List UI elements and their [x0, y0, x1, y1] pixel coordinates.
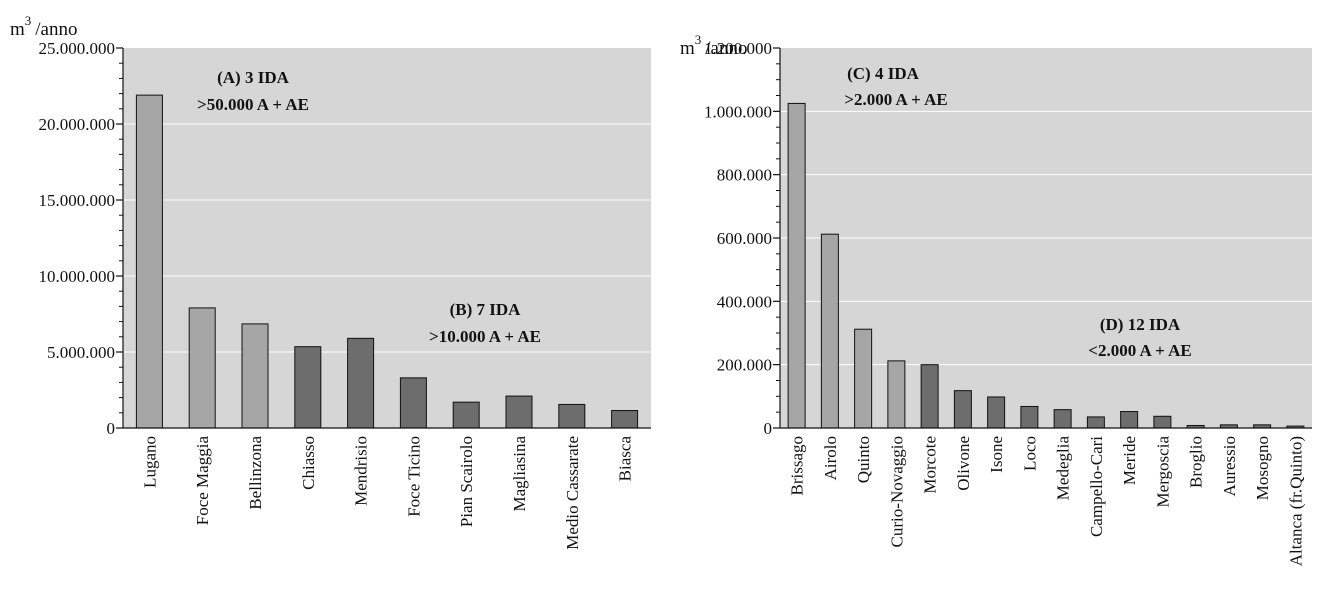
x-tick-label: Mendrisio: [352, 436, 371, 506]
x-tick-label: Campello-Cari: [1087, 436, 1106, 537]
x-tick-label: Curio-Novaggio: [887, 436, 906, 547]
x-tick-label: Meride: [1120, 436, 1139, 485]
x-axis-labels-right: Brissago Airolo Quinto Curio-Novaggio Morcot…: [788, 436, 1306, 567]
bar-mergoscia: [1153, 415, 1172, 429]
annotation-A-line2: >50.000 A + AE: [197, 95, 309, 114]
bar-biasca: [611, 410, 639, 429]
y-axis-left: 0 5.000.000 10.000.000 15.000.000 20.000.000…: [39, 39, 123, 438]
annotation-D: (D) 12 IDA <2.000 A + AE: [1088, 315, 1191, 360]
x-tick-label: Medio Cassarate: [563, 436, 582, 550]
x-tick-label: Altanca (fr.Quinto): [1286, 436, 1305, 566]
bar-magliasina: [505, 395, 533, 429]
chart-left: m3/anno 0 5.000.000 10.000.000 15.000.000 20…: [10, 13, 651, 550]
bar-campello-cari: [1086, 416, 1105, 429]
y-tick-label: 600.000: [717, 229, 772, 248]
annotation-A: (A) 3 IDA >50.000 A + AE: [197, 68, 309, 114]
y-tick-label: 25.000.000: [39, 39, 116, 58]
x-tick-label: Olivone: [954, 436, 973, 491]
x-axis-labels-left: Lugano Foce Maggia Bellinzona Chiasso Mendri…: [140, 436, 634, 550]
x-tick-label: Mergoscia: [1153, 436, 1172, 508]
annotation-C-line1: (C) 4 IDA: [847, 64, 919, 83]
x-tick-label: Lugano: [140, 436, 159, 488]
y-tick-label: 800.000: [717, 166, 772, 185]
x-tick-label: Broglio: [1187, 436, 1206, 488]
bar-brissago: [787, 102, 806, 429]
bar-loco: [1020, 405, 1039, 429]
x-tick-label: Foce Ticino: [404, 436, 423, 517]
x-tick-label: Morcote: [921, 436, 940, 494]
annotation-A-line1: (A) 3 IDA: [217, 68, 289, 87]
bar-foce-ticino: [399, 377, 427, 429]
chart-right: m3/anno 0 200.000 400.000 600.000 800.000 1.0…: [680, 32, 1312, 566]
bar-meride: [1120, 411, 1139, 429]
bar-airolo: [820, 233, 839, 429]
annotation-B-line2: >10.000 A + AE: [429, 327, 541, 346]
x-tick-label: Biasca: [616, 436, 635, 482]
x-tick-label: Isone: [987, 436, 1006, 473]
x-tick-label: Airolo: [821, 436, 840, 480]
bar-curio-novaggio: [887, 360, 906, 429]
bar-medeglia: [1053, 409, 1072, 429]
y-tick-label: 200.000: [717, 356, 772, 375]
y-tick-label: 1.200.000: [704, 39, 772, 58]
bar-quinto: [854, 328, 873, 429]
y-axis-unit-left: m3/anno: [10, 13, 78, 40]
bar-bellinzona: [241, 323, 269, 429]
annotation-D-line2: <2.000 A + AE: [1088, 341, 1191, 360]
x-tick-label: Bellinzona: [246, 436, 265, 510]
bar-isone: [987, 396, 1006, 429]
x-tick-label: Loco: [1020, 436, 1039, 471]
y-tick-label: 10.000.000: [39, 267, 116, 286]
y-tick-label: 0: [764, 419, 773, 438]
bar-chiasso: [294, 346, 322, 429]
x-tick-label: Chiasso: [299, 436, 318, 490]
bars-right: [787, 102, 1305, 429]
bar-lugano: [135, 94, 163, 429]
y-tick-label: 15.000.000: [39, 191, 116, 210]
y-tick-label: 0: [107, 419, 116, 438]
y-tick-label: 400.000: [717, 292, 772, 311]
bar-pian-scairolo: [452, 401, 480, 429]
y-tick-label: 5.000.000: [47, 343, 115, 362]
annotation-C: (C) 4 IDA >2.000 A + AE: [844, 64, 947, 109]
x-tick-label: Auressio: [1220, 436, 1239, 496]
y-tick-label: 20.000.000: [39, 115, 116, 134]
x-tick-label: Pian Scairolo: [457, 436, 476, 527]
bar-medio-cassarate: [558, 403, 586, 429]
bar-morcote: [920, 364, 939, 429]
bar-olivone: [953, 390, 972, 429]
x-tick-label: Magliasina: [510, 436, 529, 512]
annotation-B-line1: (B) 7 IDA: [450, 300, 522, 319]
bars-left: [135, 94, 639, 429]
x-tick-label: Quinto: [854, 436, 873, 483]
annotation-C-line2: >2.000 A + AE: [844, 90, 947, 109]
y-tick-label: 1.000.000: [704, 102, 772, 121]
x-tick-label: Brissago: [788, 436, 807, 496]
annotation-B: (B) 7 IDA >10.000 A + AE: [429, 300, 541, 346]
bar-mendrisio: [347, 337, 375, 429]
x-tick-label: Medeglia: [1054, 436, 1073, 501]
x-tick-label: Foce Maggia: [193, 436, 212, 526]
annotation-D-line1: (D) 12 IDA: [1100, 315, 1181, 334]
y-axis-unit-right: m3/anno: [680, 32, 748, 59]
y-axis-right: 0 200.000 400.000 600.000 800.000 1.000.000 1.…: [704, 39, 780, 438]
bar-foce-maggia: [188, 307, 216, 429]
x-tick-label: Mosogno: [1253, 436, 1272, 500]
